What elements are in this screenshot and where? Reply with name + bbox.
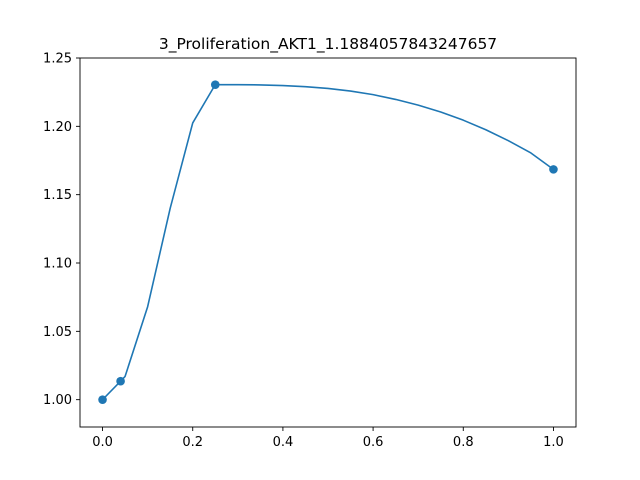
data-point	[116, 376, 125, 386]
y-tick-label: 1.05	[43, 325, 72, 340]
data-point	[210, 80, 220, 89]
series-line-0	[101, 83, 555, 401]
y-tick-label: 1.00	[43, 393, 72, 408]
axes-frame	[79, 57, 577, 428]
x-tick-label: 0.0	[92, 435, 113, 450]
y-tick-label: 1.10	[43, 257, 72, 272]
data-point	[98, 395, 107, 404]
x-tick-label: 0.6	[363, 435, 384, 450]
axes: 0.0 0.2 0.4 0.6 0.8 1.0 1.00 1.05 1.10 1.15 1.20 1.…	[43, 52, 577, 450]
data-point	[549, 165, 558, 174]
y-tick-label: 1.15	[43, 188, 72, 203]
y-tick-label: 1.20	[43, 120, 72, 135]
x-tick-label: 1.0	[543, 435, 564, 450]
x-tick-label: 0.2	[182, 435, 203, 450]
x-tick-label: 0.8	[453, 435, 474, 450]
chart-title: 3_Proliferation_AKT1_1.1884057843247657	[159, 35, 497, 54]
plot-area	[98, 80, 558, 404]
y-tick-label: 1.25	[43, 52, 72, 67]
x-tick-label: 0.4	[273, 435, 294, 450]
